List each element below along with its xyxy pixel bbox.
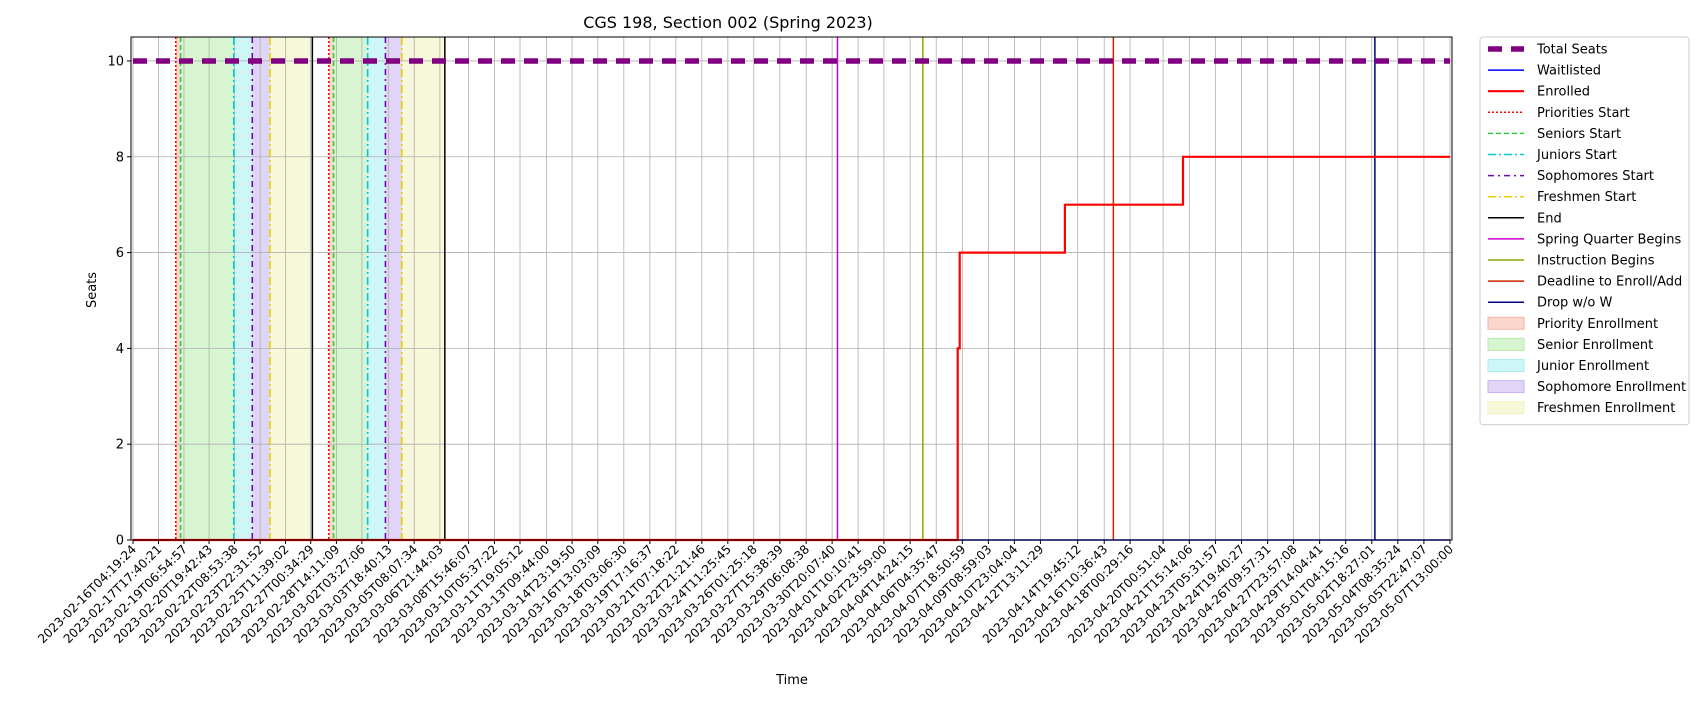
legend-label-freshmen-enrollment: Freshmen Enrollment <box>1537 401 1675 416</box>
legend-label-senior-enrollment: Senior Enrollment <box>1537 338 1653 353</box>
span-sophomore-enrollment <box>252 37 271 540</box>
legend-label-deadline-to-enroll-add: Deadline to Enroll/Add <box>1537 275 1682 290</box>
span-priority-enrollment <box>175 37 181 540</box>
x-axis-label: Time <box>775 673 808 688</box>
series-enrolled <box>133 155 1450 542</box>
legend-swatch-sophomore-enrollment <box>1487 380 1525 394</box>
legend-label-total-seats: Total Seats <box>1536 43 1608 58</box>
legend-label-end: End <box>1537 211 1562 226</box>
span-senior-enrollment <box>180 37 234 540</box>
legend-label-spring-quarter-begins: Spring Quarter Begins <box>1537 232 1681 247</box>
legend-label-juniors-start: Juniors Start <box>1536 148 1617 163</box>
y-tick-label: 2 <box>116 438 124 453</box>
legend-swatch-senior-enrollment <box>1487 337 1525 351</box>
y-tick-label: 6 <box>116 246 124 261</box>
legend-swatch-freshmen-enrollment <box>1487 401 1525 415</box>
legend-label-drop-w-o-w: Drop w/o W <box>1537 296 1613 311</box>
y-tick-label: 0 <box>116 534 124 549</box>
legend-swatch-junior-enrollment <box>1487 359 1525 372</box>
legend-label-sophomore-enrollment: Sophomore Enrollment <box>1537 380 1686 395</box>
y-tick-label: 8 <box>116 150 124 165</box>
span-sophomore-enrollment <box>385 37 402 540</box>
legend-label-seniors-start: Seniors Start <box>1537 127 1621 142</box>
span-senior-enrollment <box>333 37 368 540</box>
span-freshmen-enrollment <box>401 37 445 540</box>
span-priority-enrollment <box>328 37 334 540</box>
chart-title: CGS 198, Section 002 (Spring 2023) <box>583 13 873 32</box>
legend-box <box>1479 36 1690 426</box>
legend-label-sophomores-start: Sophomores Start <box>1537 169 1654 184</box>
legend-label-priorities-start: Priorities Start <box>1537 106 1630 121</box>
legend-label-enrolled: Enrolled <box>1537 85 1590 100</box>
legend-label-instruction-begins: Instruction Begins <box>1537 254 1655 269</box>
legend-label-freshmen-start: Freshmen Start <box>1537 190 1636 205</box>
legend-swatch-priority-enrollment <box>1487 316 1525 330</box>
plot-frame <box>130 36 1453 541</box>
y-tick-label: 10 <box>107 54 124 69</box>
span-freshmen-enrollment <box>270 37 313 540</box>
legend-label-waitlisted: Waitlisted <box>1537 64 1601 79</box>
y-axis-label: Seats <box>85 272 100 308</box>
legend-label-junior-enrollment: Junior Enrollment <box>1536 359 1649 374</box>
span-junior-enrollment <box>233 37 253 540</box>
y-tick-label: 4 <box>116 342 124 357</box>
legend-label-priority-enrollment: Priority Enrollment <box>1537 317 1658 332</box>
span-junior-enrollment <box>367 37 386 540</box>
